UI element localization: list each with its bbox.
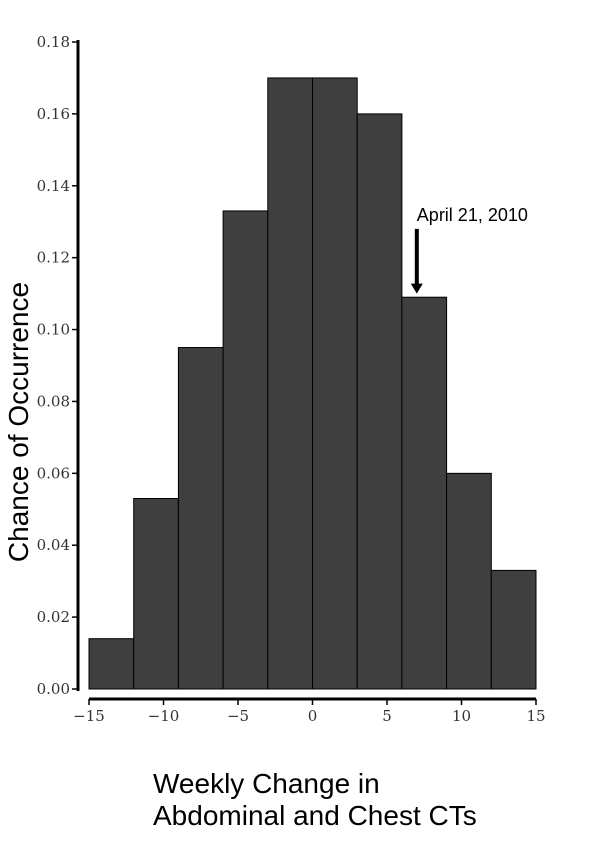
bars-group bbox=[88, 77, 537, 690]
y-tick-label: 0.08 bbox=[37, 392, 70, 410]
y-ticks-group: 0.00 0.02 0.04 0.06 0.08 0.10 0.12 0.14 0.16 0.18 bbox=[37, 33, 78, 698]
y-tick-label: 0.18 bbox=[37, 33, 70, 51]
y-tick-label: 0.06 bbox=[37, 464, 70, 482]
annotation-arrowhead bbox=[410, 283, 423, 294]
histogram-bar bbox=[133, 497, 179, 690]
x-tick-label: 10 bbox=[452, 707, 471, 725]
x-axis-title-line-2: Abdominal and Chest CTs bbox=[153, 800, 477, 831]
x-tick-label: −10 bbox=[148, 707, 180, 725]
y-tick-label: 0.00 bbox=[37, 680, 70, 698]
histogram-bar bbox=[356, 113, 403, 690]
annotation-label: April 21, 2010 bbox=[417, 205, 528, 225]
x-tick-label: −15 bbox=[73, 707, 105, 725]
x-tick-label: 15 bbox=[526, 707, 545, 725]
x-tick-label: 5 bbox=[382, 707, 392, 725]
histogram-bar bbox=[490, 569, 537, 690]
histogram-bar bbox=[222, 210, 269, 690]
histogram-bar bbox=[177, 347, 224, 690]
histogram-bar bbox=[267, 77, 313, 690]
y-axis-title: Chance of Occurrence bbox=[3, 282, 34, 562]
x-axis-title-line-1: Weekly Change in bbox=[153, 768, 380, 799]
y-tick-label: 0.04 bbox=[37, 536, 70, 554]
x-ticks-group: −15 −10 −5 0 5 10 15 bbox=[73, 699, 546, 725]
x-tick-label: −5 bbox=[227, 707, 249, 725]
x-tick-label: 0 bbox=[308, 707, 318, 725]
y-tick-label: 0.14 bbox=[37, 177, 70, 195]
histogram-bar bbox=[446, 472, 492, 690]
histogram-bar bbox=[88, 638, 135, 690]
histogram-bar bbox=[401, 296, 448, 690]
y-tick-label: 0.16 bbox=[37, 105, 70, 123]
histogram-bar bbox=[312, 77, 358, 690]
y-tick-label: 0.12 bbox=[37, 249, 70, 267]
y-tick-label: 0.10 bbox=[37, 321, 70, 339]
annotation-group: April 21, 2010 bbox=[410, 205, 528, 294]
y-tick-label: 0.02 bbox=[37, 608, 70, 626]
